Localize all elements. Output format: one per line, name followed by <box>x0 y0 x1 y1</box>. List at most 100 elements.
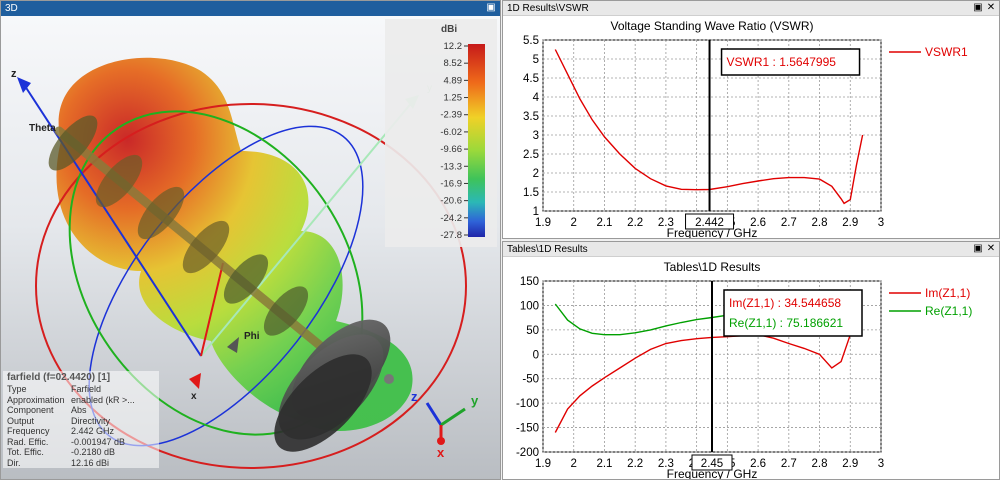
x-tick-label: 3 <box>878 217 884 229</box>
maximize-icon[interactable]: ▣ <box>973 2 983 13</box>
series-line[interactable] <box>554 49 864 205</box>
close-icon[interactable]: ✕ <box>986 243 996 254</box>
info-key: Output <box>7 415 35 426</box>
info-value: enabled (kR >... <box>71 394 135 405</box>
y-tick-label: -50 <box>522 374 539 386</box>
info-row: Component Abs <box>3 405 159 416</box>
colorbar-tick-label: -6.02 <box>440 127 462 138</box>
close-icon[interactable]: ✕ <box>986 2 996 13</box>
phi-arrow-icon <box>227 337 239 353</box>
info-row: Type Farfield <box>3 384 159 395</box>
y-tick-label: 150 <box>520 276 539 288</box>
legend-label: Im(Z1,1) <box>925 286 970 300</box>
impedance-chart[interactable]: Tables\1D Results1.922.12.22.32.42.52.62… <box>503 257 999 479</box>
panel-results-titlebar[interactable]: Tables\1D Results ▣ ✕ <box>503 242 999 257</box>
panel-vswr: 1D Results\VSWR ▣ ✕ Voltage Standing Wav… <box>502 0 1000 239</box>
marker-label-box <box>685 213 735 230</box>
x-tick-label: 2 <box>571 458 577 470</box>
y-tick-label: 50 <box>526 325 539 337</box>
colorbar: dBi 12.28.524.891.25-2.39-6.02-9.66-13. <box>385 19 497 247</box>
colorbar-tick-label: -9.66 <box>440 144 462 155</box>
colorbar-tick-label: -13.3 <box>440 161 462 172</box>
panel-vswr-titlebar[interactable]: 1D Results\VSWR ▣ ✕ <box>503 1 999 16</box>
panel-3d: 3D ▣ <box>0 0 501 480</box>
y-tick-label: 5.5 <box>523 35 539 47</box>
info-value: -0.001947 dB <box>71 436 126 447</box>
info-row: Approximation enabled (kR >... <box>3 395 159 406</box>
x-tick-label: 2.8 <box>812 217 828 229</box>
z-axis-label: z <box>11 68 17 80</box>
y-tick-label: 2.5 <box>523 149 539 161</box>
panel-results: Tables\1D Results ▣ ✕ Tables\1D Results 1… <box>502 241 1000 480</box>
x-tick-label: 2.9 <box>842 217 858 229</box>
marker-label-box <box>691 454 733 471</box>
panel-results-title: Tables\1D Results <box>507 244 588 255</box>
x-axis-marker-icon <box>189 373 201 389</box>
y-tick-label: 0 <box>533 349 539 361</box>
triad-x-label: x <box>437 445 445 460</box>
marker-annotation-box <box>720 48 861 76</box>
panel-3d-title: 3D <box>5 3 18 14</box>
x-tick-label: 2.7 <box>781 217 797 229</box>
info-row: Output Directivity <box>3 416 159 427</box>
panel-vswr-title: 1D Results\VSWR <box>507 3 589 14</box>
chart-title: Voltage Standing Wave Ratio (VSWR) <box>611 19 814 33</box>
colorbar-tick-label: -16.9 <box>440 178 462 189</box>
info-value: Abs <box>71 405 87 415</box>
colorbar-tick-label: 12.2 <box>444 41 463 52</box>
y-tick-label: 4 <box>533 92 540 104</box>
x-tick-label: 2.3 <box>658 458 674 470</box>
colorbar-gradient <box>468 44 485 237</box>
triad-y-label: y <box>471 393 479 408</box>
x-axis-label: Frequency / GHz <box>667 467 758 479</box>
colorbar-tick-label: 4.89 <box>444 75 463 86</box>
info-key: Tot. Effic. <box>7 447 44 457</box>
x-tick-label: 2.6 <box>750 458 766 470</box>
colorbar-tick-label: -2.39 <box>440 110 462 121</box>
info-row: Dir. 12.16 dBi <box>3 458 159 469</box>
y-tick-label: -200 <box>516 447 539 459</box>
orientation-triad: z y x <box>411 389 479 460</box>
y-tick-label: -150 <box>516 423 539 435</box>
x-tick-label: 2.7 <box>781 458 797 470</box>
chart-title: Tables\1D Results <box>664 260 761 274</box>
colorbar-tick-label: 8.52 <box>444 58 463 69</box>
marker-label: 2.45 <box>701 458 723 470</box>
info-value: -0.2180 dB <box>71 447 116 457</box>
info-row: Frequency 2.442 GHz <box>3 426 159 437</box>
info-value: Farfield <box>71 384 102 394</box>
info-key: Rad. Effic. <box>7 436 49 447</box>
marker-annotation: Im(Z1,1) : 34.544658 <box>729 296 841 310</box>
colorbar-tick-label: 1.25 <box>444 93 463 104</box>
theta-circle <box>35 103 467 469</box>
phi-label: Phi <box>244 331 260 342</box>
x-tick-label: 2.1 <box>596 217 612 229</box>
y-tick-label: 1.5 <box>523 187 539 199</box>
info-value: Directivity <box>71 415 111 426</box>
panel-3d-titlebar[interactable]: 3D ▣ <box>1 1 500 16</box>
farfield-info-panel: farfield (f=02.4420) [1] Type Farfield App… <box>3 371 159 468</box>
x-tick-label: 2.6 <box>750 217 766 229</box>
info-key: Frequency <box>7 426 50 436</box>
y-tick-label: 100 <box>520 300 539 312</box>
y-tick-label: 1 <box>533 206 539 218</box>
y-tick-label: 3 <box>533 130 539 142</box>
y-tick-label: 3.5 <box>523 111 539 123</box>
vswr-chart[interactable]: Voltage Standing Wave Ratio (VSWR) 1.9 2 2.… <box>503 16 999 238</box>
maximize-icon[interactable]: ▣ <box>973 243 983 254</box>
y-tick-label: 2 <box>533 168 539 180</box>
farfield-3d-view[interactable]: z Theta y Phi x z y x dBi <box>1 16 500 479</box>
farfield-info-title: farfield (f=02.4420) [1] <box>7 372 111 383</box>
x-tick-label: 2.8 <box>812 458 828 470</box>
legend-label: Re(Z1,1) <box>925 304 972 318</box>
info-row: Tot. Effic. -0.2180 dB <box>3 447 159 458</box>
colorbar-unit: dBi <box>441 24 457 35</box>
marker-annotation: VSWR1 : 1.5647995 <box>727 55 837 69</box>
y-tick-label: 4.5 <box>523 73 539 85</box>
theta-label: Theta <box>29 123 56 134</box>
x-tick-label: 2 <box>571 217 577 229</box>
marker-annotation: Re(Z1,1) : 75.186621 <box>729 316 843 330</box>
x-axis-label: x <box>191 391 197 402</box>
x-tick-label: 2.3 <box>658 217 674 229</box>
maximize-icon[interactable]: ▣ <box>486 2 496 13</box>
